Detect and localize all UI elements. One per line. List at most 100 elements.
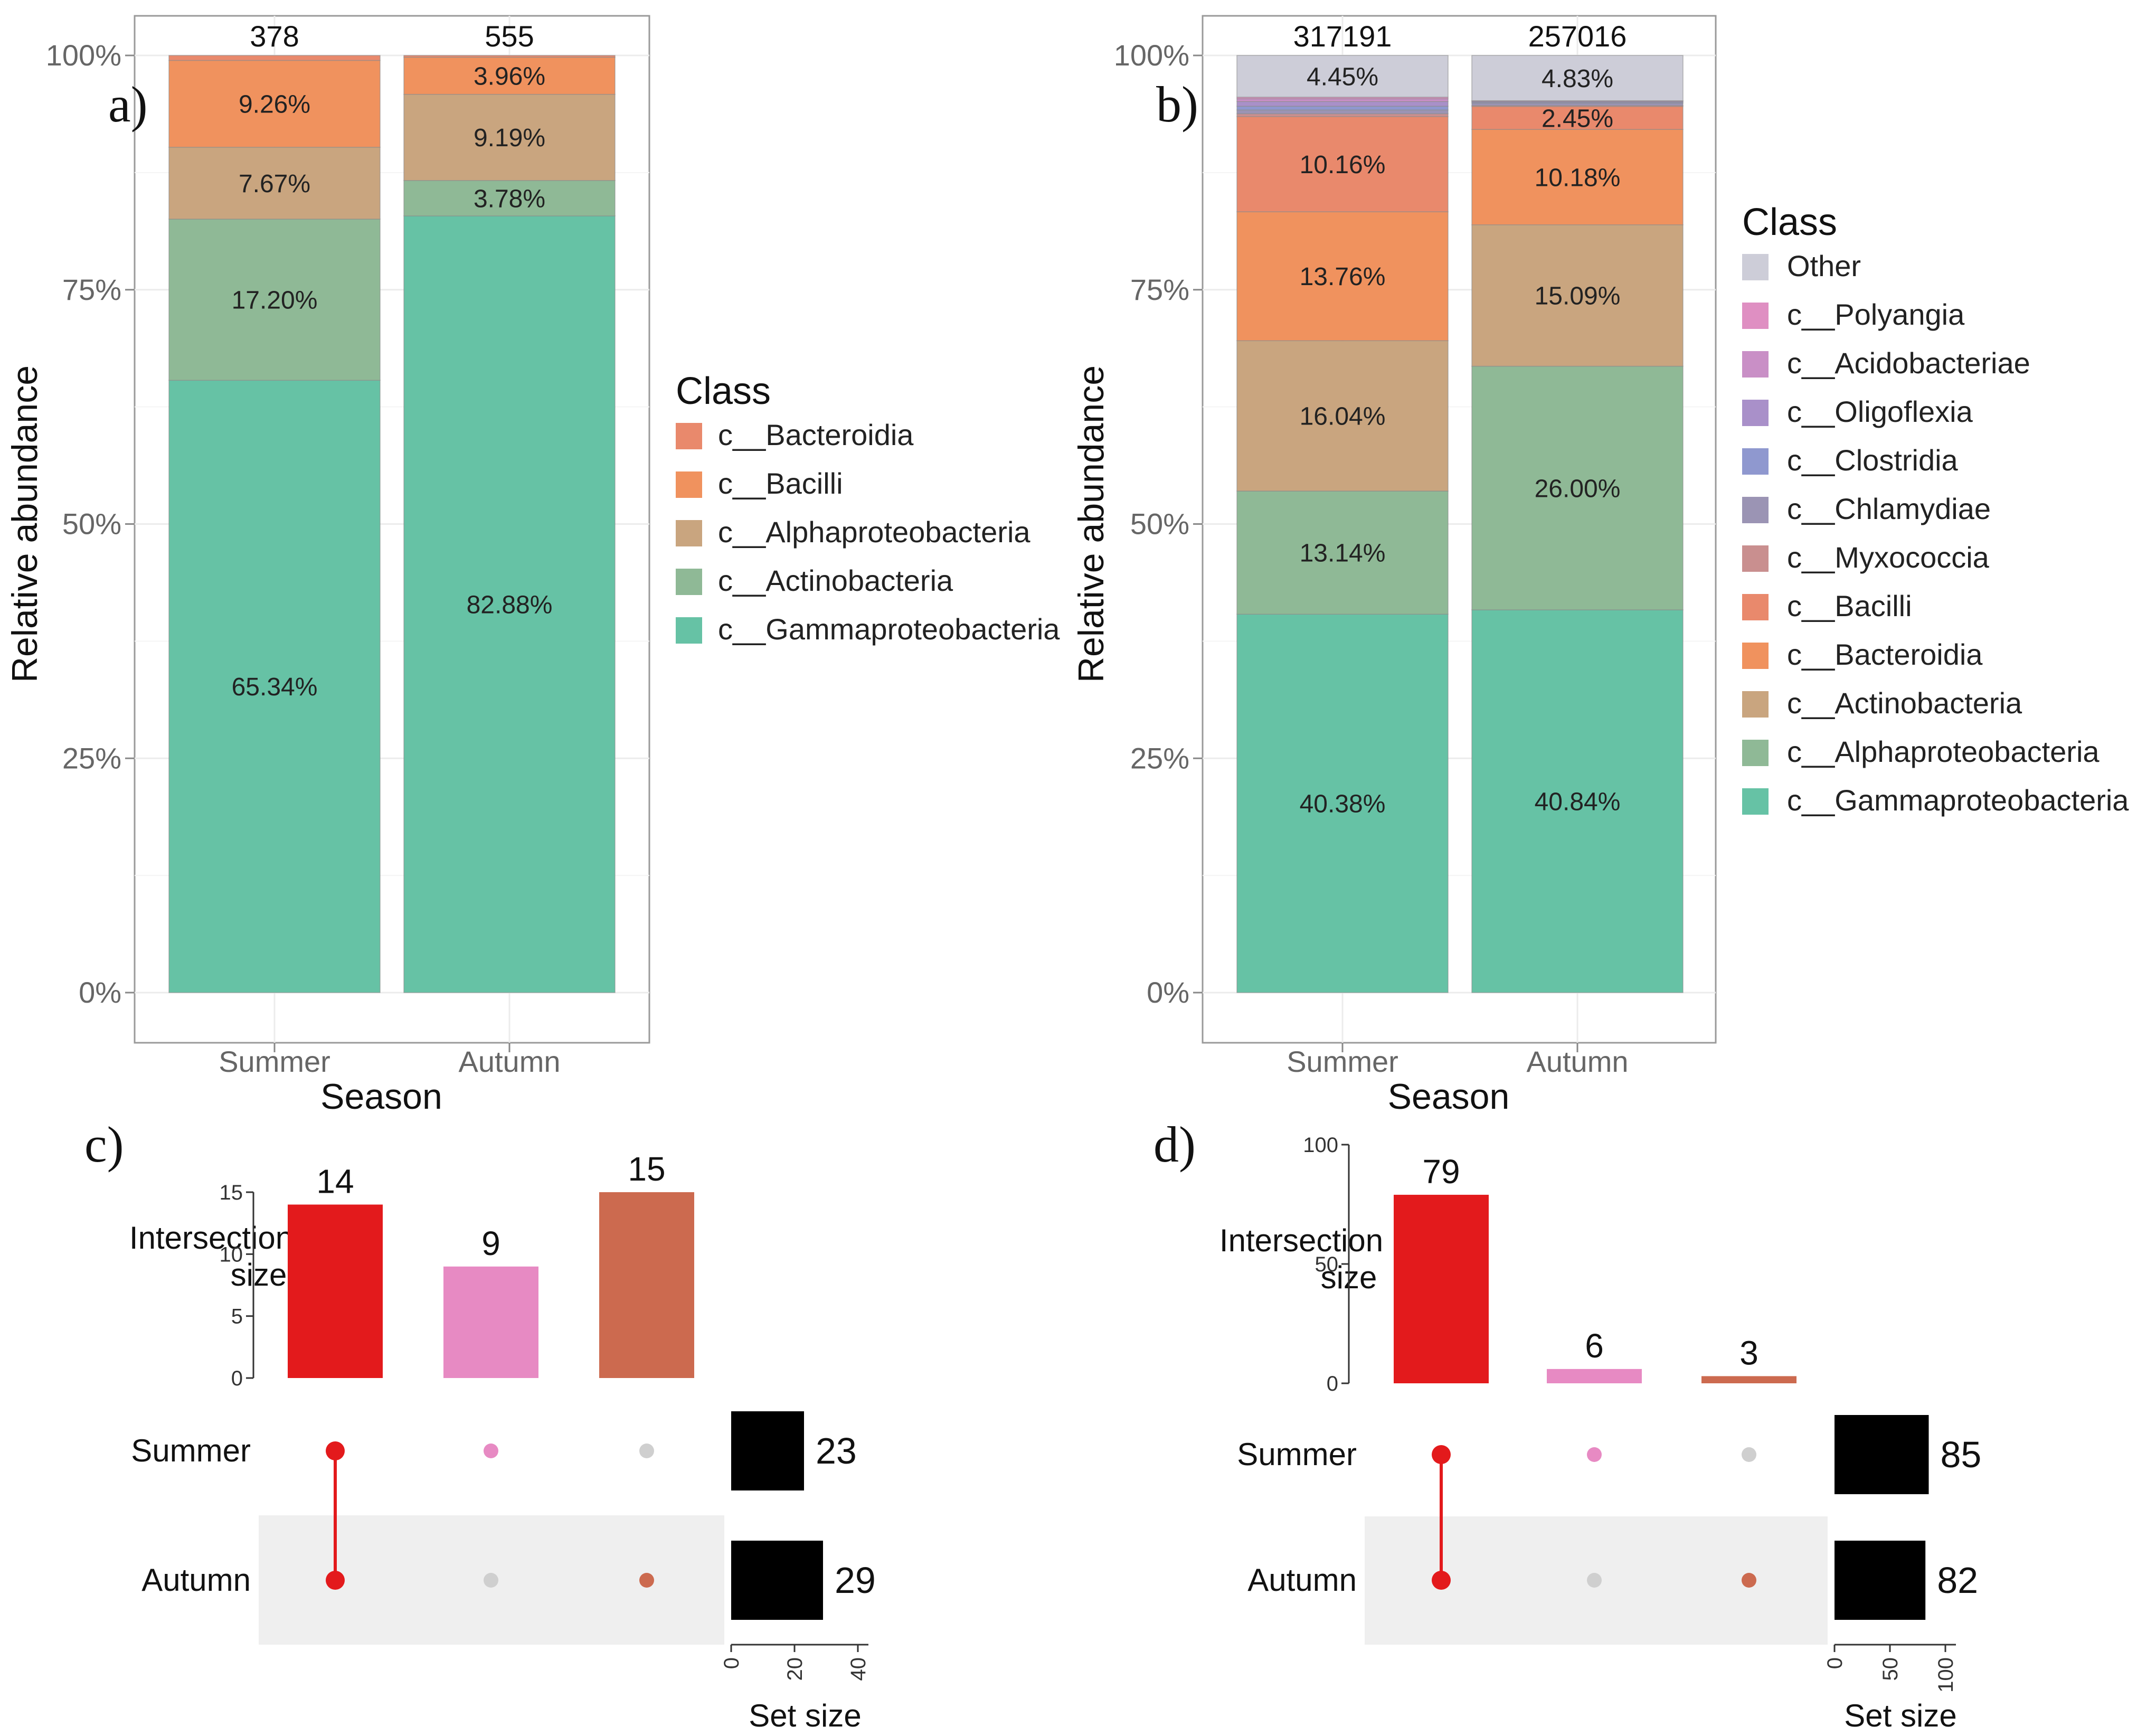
segment-label: 4.83% — [1542, 65, 1613, 93]
y-tick-label: 10 — [220, 1243, 243, 1266]
segment-label: 13.14% — [1300, 540, 1386, 568]
segment-label: 40.84% — [1535, 788, 1621, 816]
segment-label: 10.18% — [1535, 164, 1621, 192]
matrix-dot — [1587, 1573, 1602, 1588]
set-size-tick-label: 50 — [1879, 1657, 1902, 1681]
matrix-dot — [326, 1441, 345, 1460]
chart-panel-a: 0% 25% 50% 75% 100% 65.34% 17.20% 7.67% 9.26% 378… — [5, 15, 1060, 1117]
bar-segment — [1471, 55, 1684, 101]
y-tick-label: 0 — [1327, 1372, 1338, 1395]
bar-segment — [1236, 55, 1449, 98]
segment-label: 13.76% — [1300, 263, 1386, 291]
legend: Class Other c__Polyangia c__Acidobacteriaec… — [1742, 201, 2129, 817]
y-axis-title: Relative abundance — [5, 365, 45, 683]
legend-swatch — [676, 520, 702, 546]
legend-swatch — [1742, 254, 1769, 280]
segment-label: 40.38% — [1300, 790, 1386, 818]
intersection-bar — [1547, 1369, 1642, 1383]
set-size-bar — [1835, 1415, 1929, 1494]
legend-swatch — [1742, 400, 1769, 426]
intersection-bar — [288, 1204, 383, 1378]
y-tick-label: 25% — [62, 741, 121, 775]
legend-swatch — [1742, 788, 1769, 815]
segment-label: 10.16% — [1300, 151, 1386, 179]
legend-swatch — [1742, 351, 1769, 378]
panel-letter: b) — [1156, 76, 1198, 133]
matrix-dot — [1432, 1445, 1451, 1464]
segment-label: 2.45% — [1542, 105, 1613, 133]
set-size-bar — [1835, 1541, 1926, 1620]
matrix-dot — [326, 1571, 345, 1590]
set-size-value: 23 — [816, 1430, 857, 1471]
y-tick-label: 0% — [79, 976, 121, 1009]
legend-swatch — [1742, 691, 1769, 718]
set-size-title: Set size — [749, 1698, 861, 1733]
set-label: Autumn — [141, 1562, 251, 1598]
legend-swatch — [1742, 594, 1769, 620]
y-tick-label: 50% — [1130, 507, 1189, 541]
y-axis-title-line2: size — [231, 1257, 287, 1292]
bar-total-label: 555 — [485, 20, 534, 53]
segment-label: 7.67% — [239, 170, 310, 198]
intersection-count: 3 — [1739, 1334, 1758, 1372]
matrix-dot — [639, 1573, 654, 1588]
bar-segment — [403, 55, 616, 58]
intersection-count: 14 — [316, 1162, 354, 1200]
legend-swatch — [1742, 740, 1769, 766]
legend-swatch — [1742, 497, 1769, 523]
bar-segment — [403, 215, 616, 993]
x-tick-label: Autumn — [459, 1045, 561, 1078]
legend-title: Class — [676, 370, 771, 412]
intersection-bar — [443, 1266, 538, 1378]
legend-title: Class — [1742, 201, 1837, 243]
intersection-bar — [1701, 1376, 1796, 1383]
bar-segment — [1236, 106, 1449, 111]
y-tick-label: 0% — [1147, 976, 1189, 1009]
legend-swatch — [676, 471, 702, 498]
legend-entry: c__Gammaproteobacteria — [1787, 784, 2129, 817]
set-label: Summer — [131, 1433, 251, 1468]
y-tick-label: 100% — [46, 39, 121, 72]
y-axis-title: Relative abundance — [1071, 365, 1111, 683]
bar-segment — [1236, 211, 1449, 342]
x-axis-title: Season — [320, 1077, 442, 1117]
bar-segment — [1236, 340, 1449, 492]
x-axis-title: Season — [1388, 1077, 1510, 1117]
legend-swatch — [1742, 643, 1769, 669]
segment-label: 15.09% — [1535, 282, 1621, 310]
segment-label: 16.04% — [1300, 403, 1386, 431]
y-tick-label: 75% — [1130, 273, 1189, 306]
set-label: Autumn — [1247, 1562, 1357, 1598]
set-size-value: 82 — [1937, 1560, 1978, 1601]
set-size-bar — [731, 1411, 804, 1490]
intersection-count: 79 — [1422, 1153, 1460, 1191]
bar-segment — [1471, 609, 1684, 993]
panel-letter: c) — [84, 1116, 124, 1173]
bar-segment — [403, 93, 616, 181]
bar-segment — [168, 219, 381, 381]
chart-panel-b: 0% 25% 50% 75% 100% 40.38% 13.14% 16.04% 13.76% 1… — [1071, 15, 2129, 1117]
bar-segment — [1236, 98, 1449, 102]
y-tick-label: 0 — [231, 1367, 243, 1390]
matrix-dot — [1432, 1571, 1451, 1590]
bar-segment — [168, 380, 381, 993]
bar-total-label: 257016 — [1528, 20, 1627, 53]
segment-label: 17.20% — [232, 287, 318, 315]
legend-entry: c__Bacilli — [718, 467, 843, 500]
legend-entry: c__Alphaproteobacteria — [718, 515, 1030, 549]
legend: Class c__Bacteroidia c__Bacilli c__Alphapro… — [676, 370, 1060, 646]
segment-label: 65.34% — [232, 673, 318, 701]
y-tick-label: 75% — [62, 273, 121, 306]
intersection-count: 6 — [1585, 1327, 1604, 1365]
segment-label: 9.19% — [474, 124, 545, 152]
bar-segment — [168, 55, 381, 61]
intersection-bar — [1394, 1194, 1489, 1383]
intersection-bar — [599, 1192, 694, 1378]
bar-segment — [1236, 109, 1449, 115]
legend-swatch — [1742, 303, 1769, 329]
set-size-value: 29 — [835, 1560, 876, 1601]
segment-label: 3.78% — [474, 185, 545, 213]
legend-entry: c__Bacteroidia — [1787, 638, 1983, 671]
